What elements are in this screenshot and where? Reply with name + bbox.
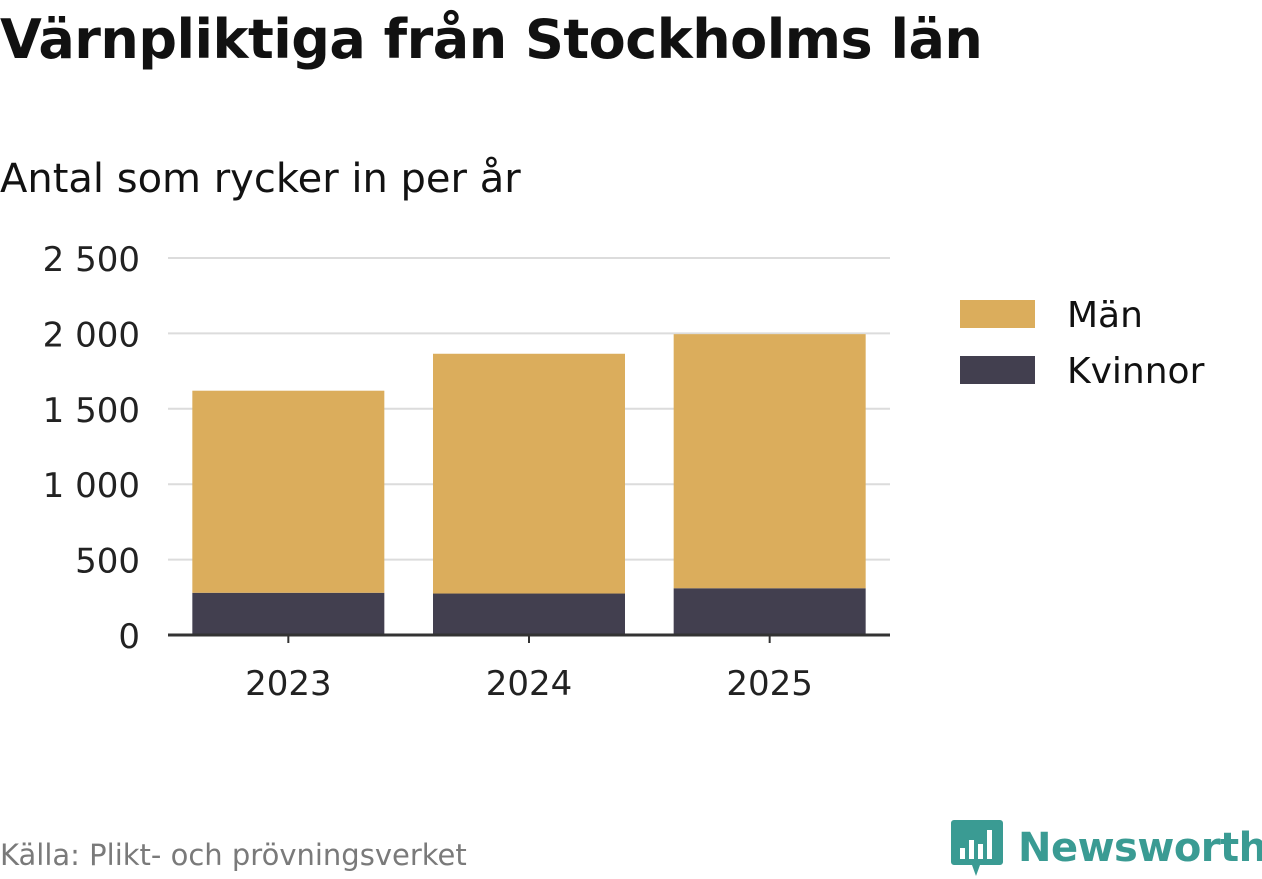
y-tick-label: 2 500 <box>43 240 140 280</box>
bar-segment <box>433 593 625 635</box>
y-tick-label: 1 000 <box>43 466 140 506</box>
y-tick-label: 0 <box>118 617 140 657</box>
x-tick-label: 2024 <box>486 664 573 704</box>
x-tick-label: 2023 <box>245 664 332 704</box>
y-tick-label: 1 500 <box>43 391 140 431</box>
brand-logo: Newsworthy <box>950 818 1262 878</box>
y-tick-label: 500 <box>75 542 140 582</box>
legend-label: Kvinnor <box>1067 351 1205 392</box>
source-note: Källa: Plikt- och prövningsverket <box>0 838 467 872</box>
brand-name: Newsworthy <box>1018 825 1262 871</box>
bar-segment <box>673 334 866 589</box>
bar-segment <box>192 390 385 593</box>
bar-chart-speech-icon <box>951 820 1003 876</box>
legend-swatch <box>960 300 1035 328</box>
x-tick-label: 2025 <box>726 664 813 704</box>
chart-subtitle: Antal som rycker in per år <box>0 156 521 202</box>
legend-label: Män <box>1067 295 1143 336</box>
chart-title: Värnpliktiga från Stockholms län <box>0 8 983 71</box>
legend-swatch <box>960 356 1035 384</box>
bar-segment <box>192 592 385 635</box>
y-tick-label: 2 000 <box>43 315 140 355</box>
bar-segment <box>673 588 866 635</box>
bar-segment <box>433 353 625 594</box>
